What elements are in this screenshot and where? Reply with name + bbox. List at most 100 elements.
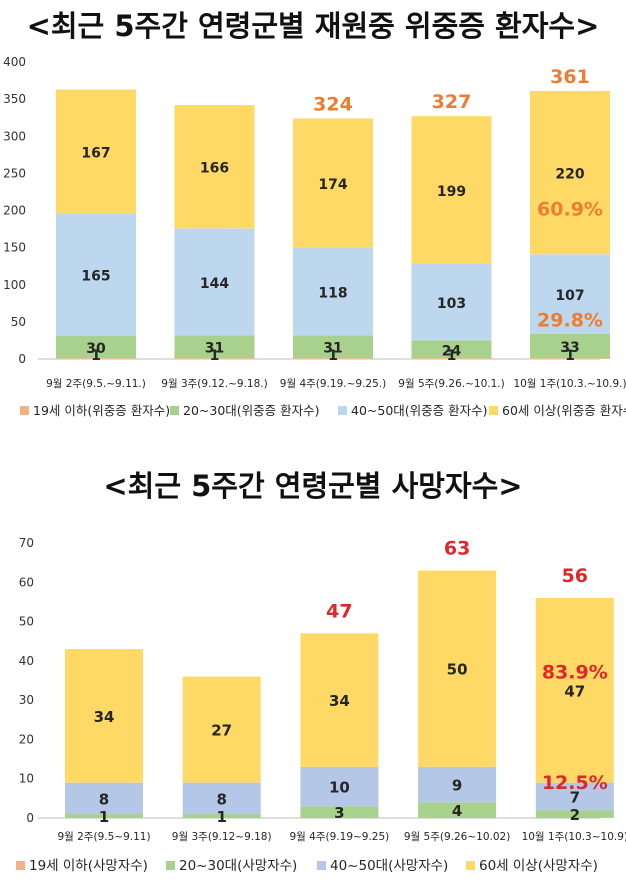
data-label: 1 (216, 808, 226, 826)
data-label: 33 (560, 340, 579, 356)
bar-segment (418, 766, 497, 803)
bar-segment (293, 247, 373, 336)
bar-segment (293, 118, 373, 248)
bar-segment (411, 263, 492, 341)
legend-label: 60세 이상(위중증 환자수) (502, 403, 626, 418)
data-label: 7 (570, 788, 580, 806)
chart2-title: <최근 5주간 연령군별 사망자수> (103, 469, 523, 503)
category-label: 9월 3주(9.12~9.18) (172, 831, 272, 843)
bar-segment (530, 254, 610, 334)
data-label: 3 (334, 804, 344, 822)
bar-segment (530, 358, 610, 359)
data-label: 31 (205, 341, 224, 357)
bar-segment (182, 676, 261, 783)
legend-label: 19세 이하(위중증 환자수) (33, 403, 170, 418)
y-tick-label: 0 (18, 352, 26, 366)
y-tick-label: 150 (3, 241, 26, 255)
percent-annotation: 83.9% (542, 661, 608, 683)
legend-label: 40~50대(위중증 환자수) (351, 403, 488, 418)
legend-label: 20~30대(위중증 환자수) (183, 403, 320, 418)
data-label: 167 (81, 145, 110, 161)
bar-segment (418, 802, 497, 818)
bar-segment (182, 814, 261, 818)
data-label: 199 (437, 184, 466, 200)
bar-segment (411, 358, 492, 359)
bar-segment (411, 116, 492, 264)
data-label: 103 (437, 296, 466, 312)
category-label: 9월 2주(9.5~9.11) (57, 831, 150, 843)
bar-segment (300, 633, 379, 767)
legend-label: 20~30대(사망자수) (179, 858, 297, 874)
data-label: 220 (555, 167, 584, 183)
y-tick-label: 200 (3, 204, 26, 218)
data-label: 174 (318, 177, 347, 193)
data-label: 166 (200, 161, 229, 177)
total-label: 361 (550, 66, 590, 88)
y-tick-label: 50 (11, 315, 26, 329)
legend-label: 19세 이하(사망자수) (29, 858, 148, 874)
bar-segment (174, 105, 255, 229)
data-label: 10 (329, 779, 350, 797)
y-tick-label: 20 (19, 732, 34, 746)
legend-label: 40~50대(사망자수) (330, 858, 448, 874)
data-label: 50 (447, 661, 468, 679)
y-tick-label: 0 (26, 811, 34, 825)
total-label: 47 (326, 600, 352, 622)
y-tick-label: 350 (3, 92, 26, 106)
bar-segment (182, 782, 261, 815)
data-label: 2 (570, 806, 580, 824)
bar-segment (174, 228, 255, 336)
data-label: 24 (442, 343, 462, 359)
bar-segment (411, 340, 492, 359)
y-tick-label: 70 (19, 536, 34, 550)
bar-segment (535, 598, 614, 783)
category-label: 9월 5주(9.26~10.02) (404, 831, 510, 843)
y-tick-label: 400 (3, 55, 26, 69)
percent-annotation: 29.8% (537, 310, 603, 332)
data-label: 8 (216, 790, 226, 808)
legend-swatch (16, 861, 25, 870)
data-label: 1 (447, 348, 457, 364)
bar-segment (530, 90, 610, 255)
category-label: 10월 1주(10.3.~10.9.) (513, 378, 626, 390)
bar-segment (56, 89, 136, 214)
data-label: 8 (99, 790, 109, 808)
data-label: 34 (329, 692, 350, 710)
data-label: 144 (200, 276, 229, 292)
bar-segment (418, 570, 497, 767)
data-label: 27 (211, 722, 232, 740)
data-label: 1 (565, 348, 575, 364)
bar-segment (300, 766, 379, 807)
y-tick-label: 30 (19, 693, 34, 707)
chart1-title: <최근 5주간 연령군별 재원중 위중증 환자수> (26, 9, 600, 43)
legend-swatch (20, 406, 29, 415)
bar-segment (56, 335, 136, 359)
bar-segment (56, 213, 136, 336)
y-tick-label: 10 (19, 772, 34, 786)
category-label: 9월 4주(9.19.~9.25.) (280, 378, 386, 390)
y-tick-label: 60 (19, 575, 34, 589)
percent-annotation: 60.9% (537, 198, 603, 220)
y-tick-label: 40 (19, 654, 34, 668)
data-label: 9 (452, 777, 462, 795)
bar-segment (56, 358, 136, 359)
bar-segment (174, 335, 255, 359)
data-label: 107 (555, 288, 584, 304)
y-tick-label: 250 (3, 166, 26, 180)
legend-swatch (317, 861, 326, 870)
data-label: 47 (564, 682, 585, 700)
data-label: 4 (452, 802, 462, 820)
percent-annotation: 12.5% (542, 772, 608, 794)
bar-segment (293, 335, 373, 359)
category-label: 9월 4주(9.19~9.25) (290, 831, 390, 843)
category-label: 9월 3주(9.12.~9.18.) (161, 378, 267, 390)
total-label: 324 (313, 93, 353, 115)
data-label: 118 (318, 285, 347, 301)
total-label: 327 (432, 91, 472, 113)
category-label: 10월 1주(10.3~10.9) (522, 831, 626, 843)
bar-segment (535, 810, 614, 818)
y-tick-label: 300 (3, 129, 26, 143)
data-label: 34 (94, 708, 115, 726)
legend-label: 60세 이상(사망자수) (479, 858, 598, 874)
